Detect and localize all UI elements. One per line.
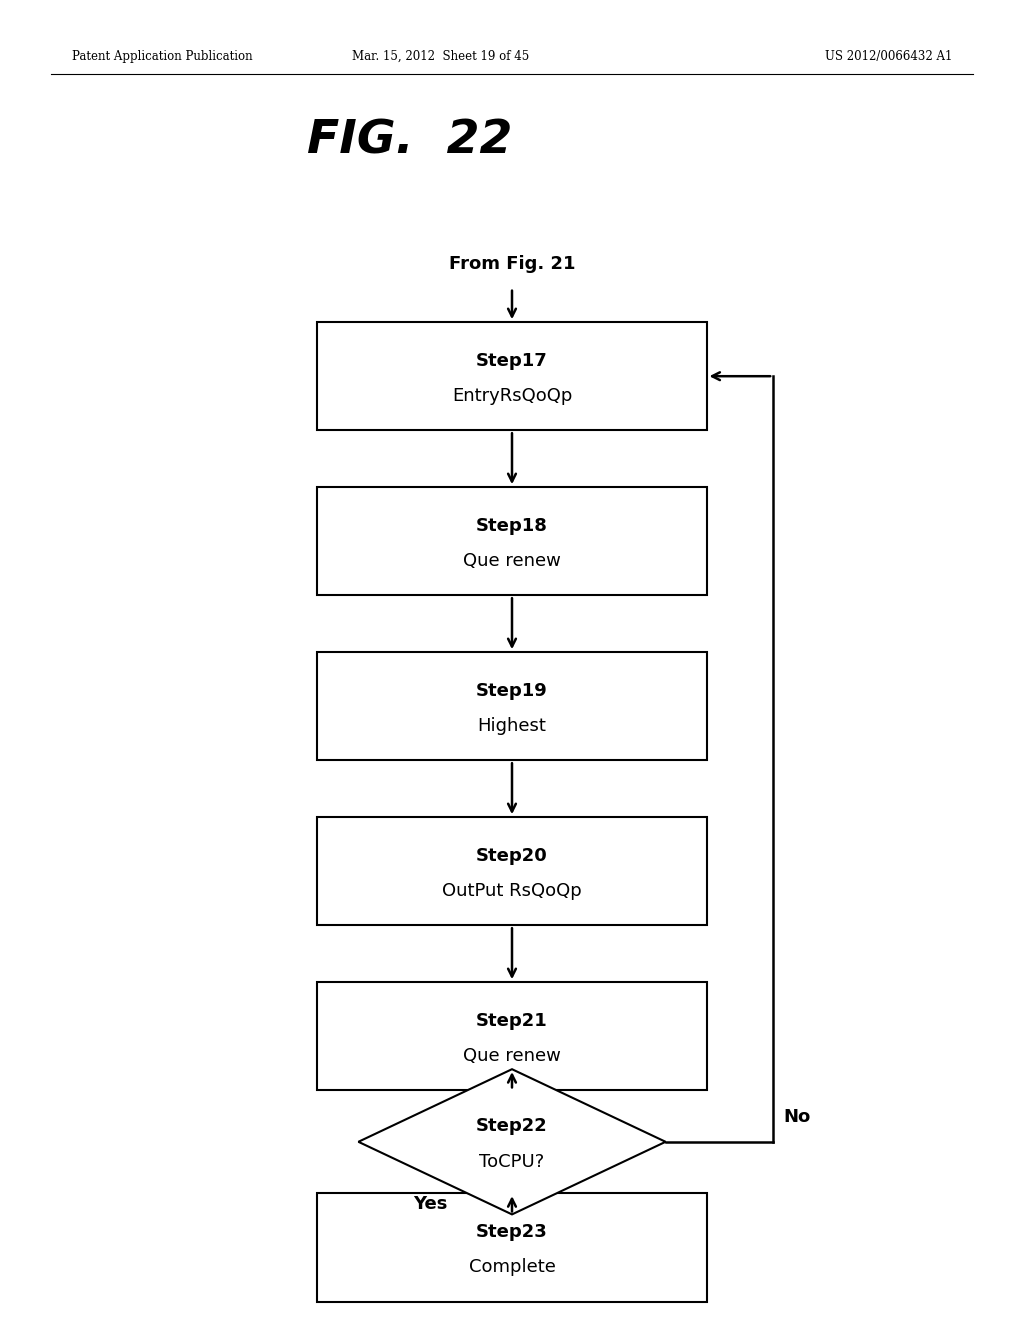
Text: Step18: Step18: [476, 517, 548, 535]
Text: EntryRsQoQp: EntryRsQoQp: [452, 387, 572, 405]
Text: From Fig. 21: From Fig. 21: [449, 255, 575, 273]
Text: Step22: Step22: [476, 1117, 548, 1135]
Text: Patent Application Publication: Patent Application Publication: [72, 50, 252, 63]
Bar: [317, 652, 707, 760]
Text: OutPut RsQoQp: OutPut RsQoQp: [442, 882, 582, 900]
Bar: [317, 1193, 707, 1302]
Text: No: No: [783, 1107, 811, 1126]
Text: Que renew: Que renew: [463, 552, 561, 570]
Text: Step17: Step17: [476, 352, 548, 370]
Text: Step19: Step19: [476, 682, 548, 700]
Text: FIG.  22: FIG. 22: [307, 119, 512, 164]
Bar: [317, 817, 707, 925]
Bar: [317, 322, 707, 430]
Text: Step21: Step21: [476, 1012, 548, 1030]
Text: Step20: Step20: [476, 847, 548, 865]
Text: US 2012/0066432 A1: US 2012/0066432 A1: [825, 50, 952, 63]
Text: Mar. 15, 2012  Sheet 19 of 45: Mar. 15, 2012 Sheet 19 of 45: [351, 50, 529, 63]
Text: Yes: Yes: [413, 1195, 447, 1213]
Text: Que renew: Que renew: [463, 1047, 561, 1065]
Text: Step23: Step23: [476, 1224, 548, 1241]
Bar: [317, 487, 707, 595]
Text: Complete: Complete: [469, 1258, 555, 1276]
Text: Highest: Highest: [477, 717, 547, 735]
Polygon shape: [358, 1069, 666, 1214]
Bar: [317, 982, 707, 1090]
Text: ToCPU?: ToCPU?: [479, 1154, 545, 1171]
